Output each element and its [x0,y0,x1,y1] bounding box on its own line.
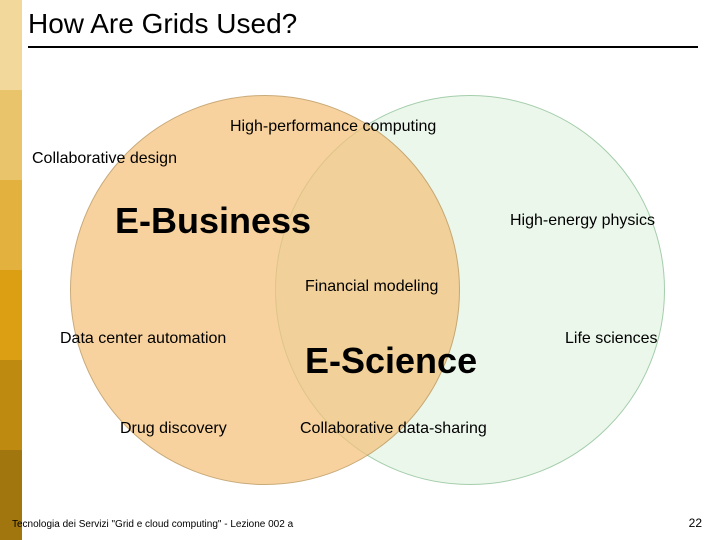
label-collab-sharing: Collaborative data-sharing [300,420,487,438]
slide: How Are Grids Used? High-performance com… [0,0,720,540]
label-hep: High-energy physics [510,212,655,230]
label-financial: Financial modeling [305,278,438,296]
label-collab-design: Collaborative design [32,150,177,168]
footer-text: Tecnologia dei Servizi "Grid e cloud com… [12,519,293,530]
sidebar-accent [0,0,22,540]
label-hpc: High-performance computing [230,118,436,136]
title-underline [28,46,698,48]
page-number: 22 [689,516,702,530]
label-life-sciences: Life sciences [565,330,658,348]
label-escience: E-Science [305,340,477,382]
slide-title: How Are Grids Used? [28,8,297,40]
label-datacenter: Data center automation [60,330,226,348]
label-drug-discovery: Drug discovery [120,420,227,438]
label-ebusiness: E-Business [115,200,311,242]
